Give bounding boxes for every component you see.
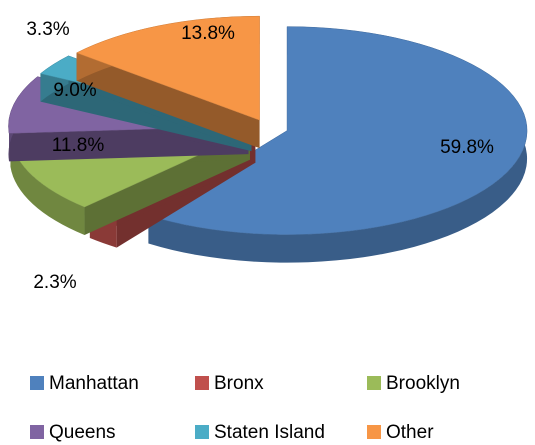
data-label: 3.3%: [26, 19, 69, 40]
legend-swatch: [367, 425, 381, 439]
data-label: 59.8%: [440, 137, 494, 158]
pie-slice: [75, 15, 260, 149]
data-label: 2.3%: [33, 272, 76, 293]
legend-label: Brooklyn: [386, 373, 460, 394]
slice-wall: [148, 26, 528, 263]
data-label: 13.8%: [181, 23, 235, 44]
data-label: 11.8%: [52, 135, 105, 156]
slice-top: [75, 15, 260, 121]
legend-swatch: [30, 425, 44, 439]
slice-side: [40, 73, 252, 152]
legend-swatch: [195, 376, 209, 390]
legend-swatch: [195, 425, 209, 439]
slice-top: [147, 26, 528, 235]
legend-label: Staten Island: [214, 422, 325, 443]
slice-wall: [10, 138, 85, 236]
legend-label: Queens: [49, 422, 116, 443]
slice-side: [76, 52, 260, 149]
legend-label: Manhattan: [49, 373, 139, 394]
legend-label: Bronx: [214, 373, 264, 394]
legend-label: Other: [386, 422, 434, 443]
legend-swatch: [367, 376, 381, 390]
legend-swatch: [30, 376, 44, 390]
data-label: 9.0%: [53, 80, 96, 101]
